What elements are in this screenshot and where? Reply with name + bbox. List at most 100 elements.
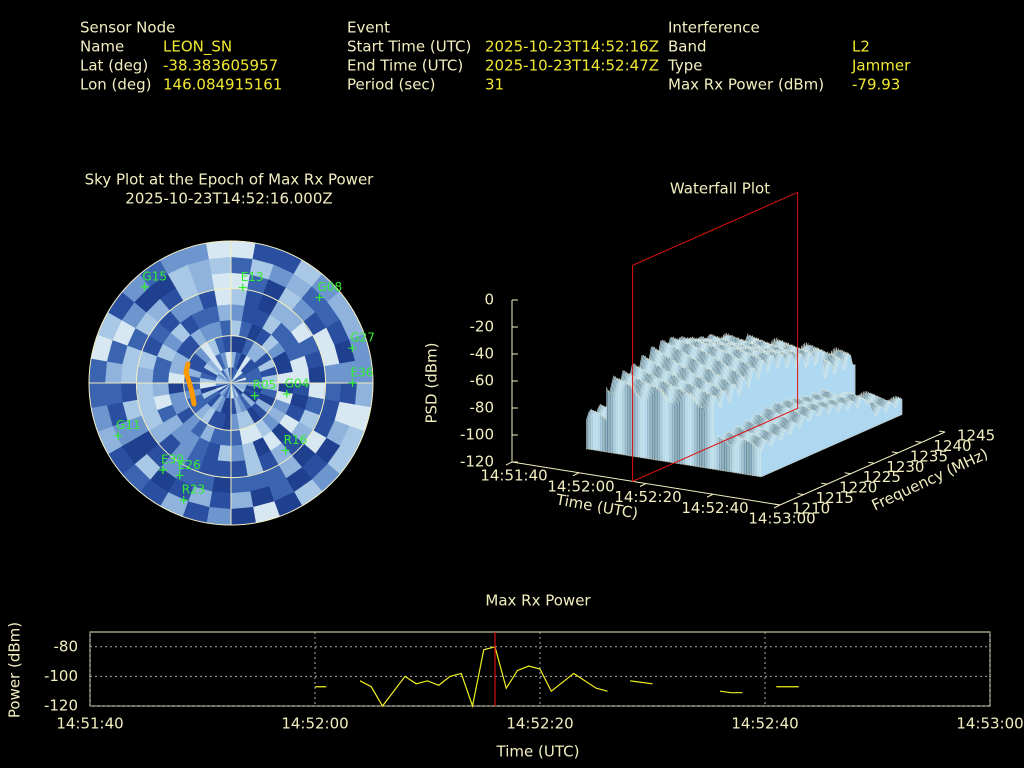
y-tick-label: 1210 bbox=[792, 500, 830, 518]
satellite-label: G08 bbox=[318, 280, 343, 294]
sky-tile bbox=[323, 363, 342, 384]
satellite-marker bbox=[175, 471, 184, 480]
info-label: Period (sec) bbox=[347, 76, 436, 94]
sky-tile bbox=[208, 256, 232, 275]
sky-tile bbox=[214, 288, 232, 306]
satellite-marker bbox=[282, 389, 291, 398]
sky-tile bbox=[230, 444, 246, 463]
x-tick-label: 14:52:40 bbox=[731, 715, 798, 733]
chart-title: Max Rx Power bbox=[485, 592, 591, 610]
info-label: Max Rx Power (dBm) bbox=[668, 76, 824, 94]
x-tick-label: 14:52:40 bbox=[681, 499, 748, 517]
chart-subtitle: 2025-10-23T14:52:16.000Z bbox=[125, 190, 332, 208]
info-label: End Time (UTC) bbox=[347, 57, 463, 75]
satellite-label: E36 bbox=[350, 366, 373, 380]
y-tick bbox=[868, 461, 875, 464]
power-line bbox=[315, 646, 799, 709]
x-tick-label: 14:51:40 bbox=[480, 467, 547, 485]
satellite-label: R16 bbox=[284, 433, 308, 447]
info-label: Start Time (UTC) bbox=[347, 38, 471, 56]
sky-tile bbox=[88, 382, 108, 409]
x-tick bbox=[773, 504, 781, 509]
sky-tile bbox=[211, 475, 232, 494]
satellite-marker bbox=[348, 344, 357, 353]
sky-tile bbox=[230, 506, 257, 526]
axis-line bbox=[779, 431, 946, 506]
chart-title: Waterfall Plot bbox=[670, 180, 770, 198]
z-tick-label: 0 bbox=[484, 291, 494, 309]
satellite-marker bbox=[315, 293, 324, 302]
z-tick-label: -80 bbox=[470, 399, 495, 417]
info-heading: Interference bbox=[668, 19, 760, 37]
x-tick-label: 14:52:00 bbox=[547, 477, 614, 495]
satellite-label: G04 bbox=[285, 376, 310, 390]
info-value: L2 bbox=[852, 38, 870, 56]
sky-tile bbox=[211, 272, 232, 291]
satellite-label: R05 bbox=[253, 378, 277, 392]
info-value: Jammer bbox=[851, 57, 911, 75]
info-value: 2025-10-23T14:52:16Z bbox=[485, 38, 659, 56]
info-value: 31 bbox=[485, 76, 504, 94]
surface-strip bbox=[760, 397, 903, 478]
x-tick bbox=[505, 461, 513, 466]
x-tick bbox=[706, 493, 714, 498]
sky-tile bbox=[308, 366, 326, 384]
x-tick bbox=[572, 472, 580, 477]
z-tick-label: -40 bbox=[470, 345, 495, 363]
y-tick-label: -100 bbox=[44, 667, 78, 685]
satellite-label: G27 bbox=[350, 331, 375, 345]
sky-tile bbox=[120, 382, 139, 403]
sky-tile bbox=[230, 491, 254, 510]
info-label: Lon (deg) bbox=[80, 76, 152, 94]
x-tick-label: 14:51:40 bbox=[56, 715, 123, 733]
sky-tile bbox=[354, 382, 374, 409]
sky-tile bbox=[151, 382, 170, 398]
satellite-marker bbox=[179, 496, 188, 505]
info-value: LEON_SN bbox=[163, 38, 232, 57]
info-label: Type bbox=[667, 57, 702, 75]
sky-tile bbox=[88, 357, 108, 384]
z-tick-label: -60 bbox=[470, 372, 495, 390]
satellite-marker bbox=[114, 431, 123, 440]
satellite-marker bbox=[140, 282, 149, 291]
sky-tile bbox=[205, 240, 232, 260]
sky-tile bbox=[216, 303, 232, 322]
satellite-marker bbox=[159, 466, 168, 475]
satellite-label: E13 bbox=[241, 270, 264, 284]
info-heading: Sensor Node bbox=[80, 19, 175, 37]
y-tick-label: 1230 bbox=[886, 458, 924, 476]
sky-tile bbox=[323, 382, 342, 403]
y-tick-label: 1245 bbox=[957, 427, 995, 445]
y-tick-label: 1225 bbox=[863, 468, 901, 486]
y-axis-label: Power (dBm) bbox=[6, 622, 24, 718]
satellite-label: G11 bbox=[116, 418, 141, 432]
y-tick bbox=[773, 503, 781, 506]
info-label: Lat (deg) bbox=[80, 57, 148, 75]
y-tick bbox=[844, 472, 851, 475]
satellite-label: G15 bbox=[142, 269, 167, 283]
sky-tile bbox=[136, 382, 154, 400]
y-tick-label: -80 bbox=[54, 637, 79, 655]
y-tick bbox=[821, 482, 828, 485]
sky-tile bbox=[339, 382, 358, 406]
y-tick-label: -120 bbox=[44, 697, 78, 715]
y-tick bbox=[797, 493, 804, 496]
sky-tile bbox=[104, 382, 123, 406]
y-tick bbox=[915, 440, 922, 443]
x-axis-label: Time (UTC) bbox=[496, 743, 580, 761]
z-axis-label: PSD (dBm) bbox=[423, 342, 441, 423]
z-tick-label: -120 bbox=[460, 453, 494, 471]
info-value: -79.93 bbox=[852, 76, 900, 94]
epoch-plane bbox=[632, 191, 799, 483]
sky-tile bbox=[230, 240, 257, 260]
x-tick-label: 14:52:20 bbox=[506, 715, 573, 733]
y-tick-label: 1215 bbox=[816, 489, 854, 507]
x-tick-label: 14:53:00 bbox=[956, 715, 1023, 733]
x-tick bbox=[639, 483, 647, 487]
sky-tile bbox=[205, 506, 232, 526]
x-tick-label: 14:53:00 bbox=[748, 510, 815, 528]
satellite-label: R23 bbox=[182, 483, 206, 497]
chart-title: Sky Plot at the Epoch of Max Rx Power bbox=[85, 171, 375, 189]
info-value: 2025-10-23T14:52:47Z bbox=[485, 57, 659, 75]
